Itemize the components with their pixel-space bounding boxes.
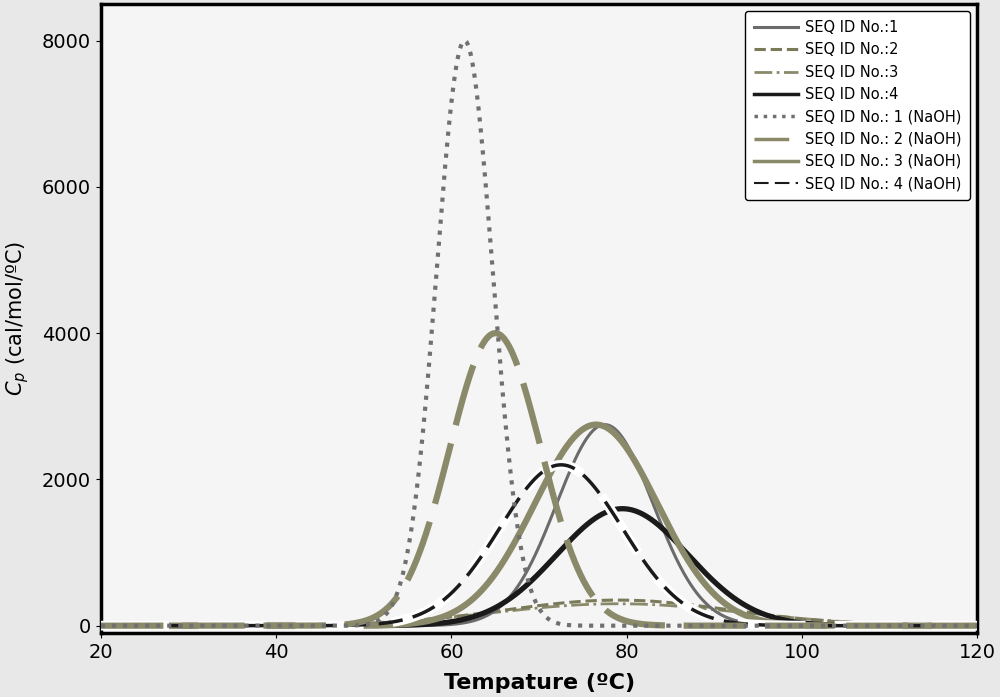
SEQ ID No.:3 <box>954 621 966 629</box>
Line: SEQ ID No.:4: SEQ ID No.:4 <box>101 509 977 626</box>
SEQ ID No.:1 <box>954 622 966 630</box>
SEQ ID No.:4 <box>431 620 443 628</box>
SEQ ID No.: 2 (NaOH): (62.7, 3.62e+03): 2 (NaOH): (62.7, 3.62e+03) <box>469 357 481 365</box>
SEQ ID No.:3 <box>860 619 872 627</box>
Line: SEQ ID No.:3: SEQ ID No.:3 <box>101 604 977 626</box>
SEQ ID No.: 2 (NaOH): (107, 1.72e-11): 2 (NaOH): (107, 1.72e-11) <box>860 622 872 630</box>
SEQ ID No.:2 <box>954 621 966 629</box>
SEQ ID No.: 1 (NaOH): (120, 2.15e-69): 1 (NaOH): (120, 2.15e-69) <box>971 622 983 630</box>
SEQ ID No.:1 <box>247 622 259 630</box>
SEQ ID No.: 1 (NaOH): (107, 2.69e-41): 1 (NaOH): (107, 2.69e-41) <box>860 622 872 630</box>
SEQ ID No.:1 <box>95 622 107 630</box>
Line: SEQ ID No.:1: SEQ ID No.:1 <box>101 424 977 626</box>
SEQ ID No.:2 <box>431 614 443 622</box>
SEQ ID No.: 3 (NaOH): (107, 0.172): 3 (NaOH): (107, 0.172) <box>860 622 872 630</box>
SEQ ID No.: 3 (NaOH): (120, 1.13e-05): 3 (NaOH): (120, 1.13e-05) <box>971 622 983 630</box>
SEQ ID No.:3 <box>469 611 481 619</box>
SEQ ID No.: 3 (NaOH): (20, 1.96e-11): 3 (NaOH): (20, 1.96e-11) <box>95 622 107 630</box>
Line: SEQ ID No.: 1 (NaOH): SEQ ID No.: 1 (NaOH) <box>101 40 977 626</box>
SEQ ID No.: 3 (NaOH): (76.5, 2.75e+03): 3 (NaOH): (76.5, 2.75e+03) <box>590 420 602 429</box>
SEQ ID No.: 1 (NaOH): (20, 2.41e-33): 1 (NaOH): (20, 2.41e-33) <box>95 622 107 630</box>
SEQ ID No.:1 <box>860 622 872 630</box>
SEQ ID No.: 3 (NaOH): (62.7, 392): 3 (NaOH): (62.7, 392) <box>469 593 481 602</box>
SEQ ID No.: 2 (NaOH): (120, 2.04e-21): 2 (NaOH): (120, 2.04e-21) <box>971 622 983 630</box>
SEQ ID No.: 1 (NaOH): (62.7, 7.44e+03): 1 (NaOH): (62.7, 7.44e+03) <box>469 77 481 86</box>
SEQ ID No.:2 <box>860 619 872 627</box>
SEQ ID No.: 3 (NaOH): (37.3, 0.00044): 3 (NaOH): (37.3, 0.00044) <box>247 622 259 630</box>
SEQ ID No.:1 <box>431 621 443 629</box>
SEQ ID No.: 2 (NaOH): (58.3, 1.76e+03): 2 (NaOH): (58.3, 1.76e+03) <box>431 493 443 501</box>
SEQ ID No.: 3 (NaOH): (31.4, 2.67e-06): 3 (NaOH): (31.4, 2.67e-06) <box>195 622 207 630</box>
SEQ ID No.:2 <box>971 621 983 629</box>
Legend: SEQ ID No.:1, SEQ ID No.:2, SEQ ID No.:3, SEQ ID No.:4, SEQ ID No.: 1 (NaOH), SE: SEQ ID No.:1, SEQ ID No.:2, SEQ ID No.:3… <box>745 11 970 200</box>
SEQ ID No.:4 <box>860 622 872 630</box>
SEQ ID No.: 4 (NaOH): (107, 0.00948): 4 (NaOH): (107, 0.00948) <box>860 622 872 630</box>
Line: SEQ ID No.: 4 (NaOH): SEQ ID No.: 4 (NaOH) <box>101 465 977 626</box>
SEQ ID No.: 3 (NaOH): (118, 6.06e-05): 3 (NaOH): (118, 6.06e-05) <box>954 622 966 630</box>
SEQ ID No.: 1 (NaOH): (31.4, 4.96e-16): 1 (NaOH): (31.4, 4.96e-16) <box>195 622 207 630</box>
SEQ ID No.: 2 (NaOH): (31.4, 3.45e-06): 2 (NaOH): (31.4, 3.45e-06) <box>195 622 207 630</box>
SEQ ID No.: 2 (NaOH): (20, 2.19e-13): 2 (NaOH): (20, 2.19e-13) <box>95 622 107 630</box>
SEQ ID No.: 1 (NaOH): (61.5, 8e+03): 1 (NaOH): (61.5, 8e+03) <box>459 36 471 45</box>
SEQ ID No.:1 <box>599 420 611 429</box>
SEQ ID No.: 4 (NaOH): (62.7, 823): 4 (NaOH): (62.7, 823) <box>469 561 481 569</box>
SEQ ID No.: 3 (NaOH): (58.3, 95.2): 3 (NaOH): (58.3, 95.2) <box>431 615 443 623</box>
SEQ ID No.:2 <box>95 622 107 630</box>
Line: SEQ ID No.: 2 (NaOH): SEQ ID No.: 2 (NaOH) <box>101 333 977 626</box>
SEQ ID No.: 4 (NaOH): (58.3, 285): 4 (NaOH): (58.3, 285) <box>431 601 443 609</box>
SEQ ID No.:1 <box>195 622 207 630</box>
Line: SEQ ID No.:2: SEQ ID No.:2 <box>101 600 977 626</box>
SEQ ID No.:3 <box>195 622 207 630</box>
SEQ ID No.:2 <box>469 610 481 618</box>
SEQ ID No.:4 <box>954 622 966 630</box>
SEQ ID No.: 4 (NaOH): (37.3, 0.00731): 4 (NaOH): (37.3, 0.00731) <box>247 622 259 630</box>
SEQ ID No.:3 <box>971 621 983 629</box>
Y-axis label: $C_p$ (cal/mol/ºC): $C_p$ (cal/mol/ºC) <box>4 241 31 396</box>
SEQ ID No.:2 <box>612 596 624 604</box>
SEQ ID No.: 1 (NaOH): (118, 1.12e-64): 1 (NaOH): (118, 1.12e-64) <box>954 622 966 630</box>
SEQ ID No.: 4 (NaOH): (118, 1.38e-06): 4 (NaOH): (118, 1.38e-06) <box>954 622 966 630</box>
SEQ ID No.:2 <box>247 621 259 629</box>
SEQ ID No.: 2 (NaOH): (65, 4e+03): 2 (NaOH): (65, 4e+03) <box>489 329 501 337</box>
SEQ ID No.:4 <box>195 622 207 630</box>
Line: SEQ ID No.: 3 (NaOH): SEQ ID No.: 3 (NaOH) <box>101 424 977 626</box>
X-axis label: Tempature (ºC): Tempature (ºC) <box>444 673 635 693</box>
SEQ ID No.:3 <box>431 614 443 622</box>
SEQ ID No.: 1 (NaOH): (37.3, 3.34e-09): 1 (NaOH): (37.3, 3.34e-09) <box>247 622 259 630</box>
SEQ ID No.:4 <box>616 505 628 513</box>
SEQ ID No.: 4 (NaOH): (72.5, 2.2e+03): 4 (NaOH): (72.5, 2.2e+03) <box>555 461 567 469</box>
SEQ ID No.:4 <box>971 622 983 630</box>
SEQ ID No.:3 <box>247 621 259 629</box>
SEQ ID No.: 1 (NaOH): (58.3, 4.92e+03): 1 (NaOH): (58.3, 4.92e+03) <box>431 261 443 270</box>
SEQ ID No.:4 <box>247 622 259 630</box>
SEQ ID No.: 4 (NaOH): (120, 2.21e-07): 4 (NaOH): (120, 2.21e-07) <box>971 622 983 630</box>
SEQ ID No.: 2 (NaOH): (37.3, 0.00287): 2 (NaOH): (37.3, 0.00287) <box>247 622 259 630</box>
SEQ ID No.:1 <box>971 622 983 630</box>
SEQ ID No.:4 <box>469 612 481 620</box>
SEQ ID No.: 4 (NaOH): (31.4, 7.21e-05): 4 (NaOH): (31.4, 7.21e-05) <box>195 622 207 630</box>
SEQ ID No.:2 <box>195 622 207 630</box>
SEQ ID No.:3 <box>95 622 107 630</box>
SEQ ID No.: 4 (NaOH): (20, 1.34e-09): 4 (NaOH): (20, 1.34e-09) <box>95 622 107 630</box>
SEQ ID No.: 2 (NaOH): (118, 9.72e-20): 2 (NaOH): (118, 9.72e-20) <box>954 622 966 630</box>
SEQ ID No.:1 <box>469 616 481 625</box>
SEQ ID No.:3 <box>612 599 624 608</box>
SEQ ID No.:4 <box>95 622 107 630</box>
